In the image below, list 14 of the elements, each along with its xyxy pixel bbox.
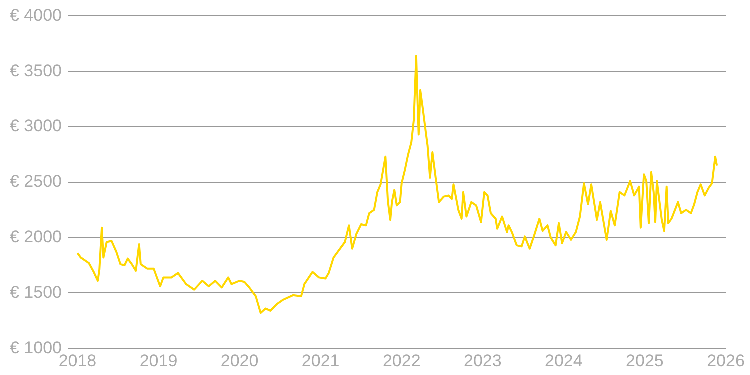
y-tick-label: € 2000 [10,227,62,246]
x-tick-label: 2023 [464,351,502,370]
x-tick-label: 2021 [302,351,340,370]
x-tick-label: 2019 [140,351,178,370]
y-tick-label: € 3000 [10,116,62,136]
y-tick-label: € 3500 [10,61,62,80]
x-tick-label: 2022 [382,351,421,370]
x-tick-label: 2026 [707,351,745,370]
x-tick-label: 2024 [545,351,583,370]
x-tick-label: 2020 [220,351,259,370]
y-tick-label: € 2500 [10,172,62,192]
x-tick-label: 2025 [626,351,664,370]
y-tick-label: € 1500 [10,282,62,302]
y-tick-label: € 4000 [10,6,62,25]
